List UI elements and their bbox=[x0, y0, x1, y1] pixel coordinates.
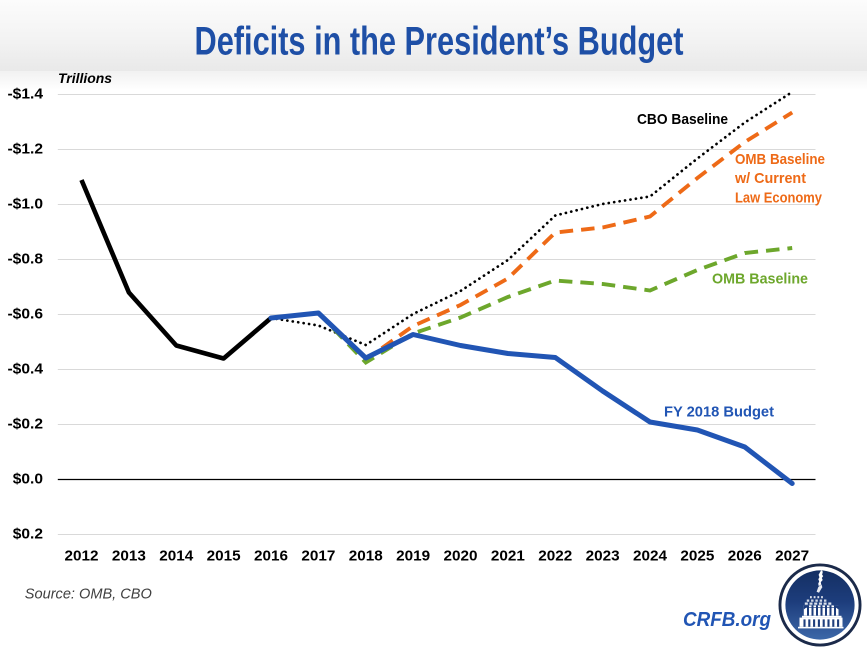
svg-text:2024: 2024 bbox=[633, 548, 668, 565]
svg-text:2014: 2014 bbox=[159, 548, 194, 565]
svg-text:2017: 2017 bbox=[301, 548, 335, 565]
svg-text:Source: OMB, CBO: Source: OMB, CBO bbox=[25, 586, 152, 603]
svg-text:Law Economy: Law Economy bbox=[735, 189, 823, 206]
svg-text:-$1.2: -$1.2 bbox=[8, 141, 44, 158]
svg-text:2016: 2016 bbox=[254, 548, 288, 565]
svg-text:FY 2018 Budget: FY 2018 Budget bbox=[664, 404, 774, 421]
svg-text:-$0.8: -$0.8 bbox=[8, 251, 44, 268]
svg-text:Trillions: Trillions bbox=[58, 71, 113, 86]
svg-text:-$0.6: -$0.6 bbox=[8, 306, 44, 323]
svg-text:-$0.2: -$0.2 bbox=[8, 416, 44, 433]
svg-text:2012: 2012 bbox=[65, 548, 99, 565]
svg-text:w/ Current: w/ Current bbox=[734, 170, 806, 187]
svg-text:2026: 2026 bbox=[728, 548, 762, 565]
svg-text:2022: 2022 bbox=[538, 548, 572, 565]
svg-text:OMB Baseline: OMB Baseline bbox=[712, 271, 808, 288]
svg-text:2019: 2019 bbox=[396, 548, 430, 565]
svg-text:2025: 2025 bbox=[680, 548, 714, 565]
svg-text:OMB Baseline: OMB Baseline bbox=[735, 151, 825, 168]
svg-text:$0.2: $0.2 bbox=[13, 526, 43, 543]
svg-text:2021: 2021 bbox=[491, 548, 525, 565]
svg-text:Deficits in the President’s Bu: Deficits in the President’s Budget bbox=[195, 20, 684, 64]
svg-text:2013: 2013 bbox=[112, 548, 146, 565]
svg-text:CRFB.org: CRFB.org bbox=[683, 609, 771, 631]
svg-text:2027: 2027 bbox=[775, 548, 809, 565]
svg-text:-$0.4: -$0.4 bbox=[8, 361, 44, 378]
svg-text:2023: 2023 bbox=[586, 548, 620, 565]
svg-text:$0.0: $0.0 bbox=[13, 471, 43, 488]
svg-text:-$1.4: -$1.4 bbox=[8, 86, 44, 103]
svg-text:2015: 2015 bbox=[207, 548, 241, 565]
svg-text:2020: 2020 bbox=[444, 548, 478, 565]
svg-text:2018: 2018 bbox=[349, 548, 383, 565]
svg-text:CBO Baseline: CBO Baseline bbox=[637, 111, 728, 128]
svg-text:-$1.0: -$1.0 bbox=[8, 196, 44, 213]
